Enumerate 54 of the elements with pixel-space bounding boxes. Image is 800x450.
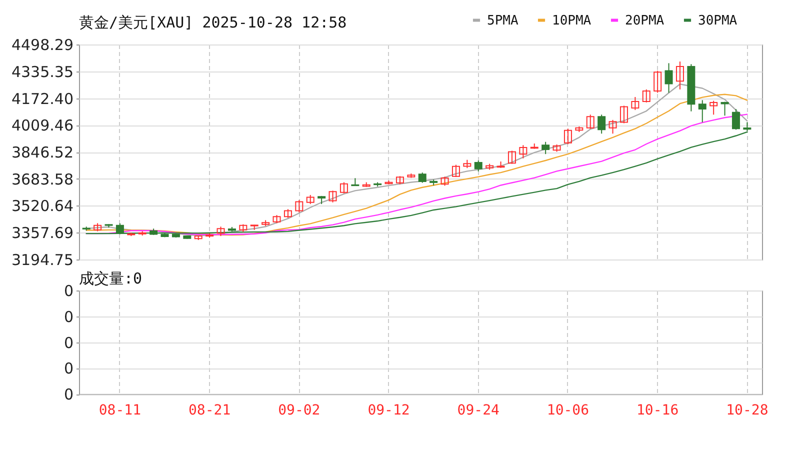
candlestick — [519, 144, 528, 159]
candlestick — [620, 105, 628, 124]
candlestick — [720, 101, 729, 116]
candlestick — [328, 190, 337, 203]
y-tick-label: 3357.69 — [11, 224, 74, 242]
candlestick — [474, 160, 482, 172]
x-tick-label: 09-12 — [368, 402, 410, 418]
candlestick — [418, 172, 426, 184]
candlestick — [586, 114, 594, 130]
x-tick-label: 10-06 — [546, 402, 590, 418]
y-tick-label: 0 — [64, 386, 74, 404]
candlestick — [698, 100, 706, 123]
candlestick — [732, 108, 740, 130]
candlestick — [306, 194, 314, 205]
candlestick — [654, 70, 662, 94]
y-tick-label: 0 — [64, 360, 74, 378]
y-tick-label: 3683.58 — [11, 170, 74, 188]
y-tick-label: 3194.75 — [11, 251, 74, 269]
y-tick-label: 3846.52 — [11, 144, 74, 162]
candlestick — [564, 128, 572, 145]
y-tick-label: 0 — [64, 308, 74, 326]
y-tick-label: 4009.46 — [11, 116, 74, 135]
x-tick-label: 08-11 — [98, 402, 142, 418]
candlestick — [216, 226, 225, 237]
y-tick-label: 3520.64 — [11, 197, 74, 216]
y-tick-label: 4172.40 — [11, 90, 74, 108]
y-tick-label: 0 — [64, 334, 74, 352]
y-tick-label: 4498.29 — [11, 36, 74, 54]
y-tick-label: 0 — [64, 282, 74, 300]
candlestick — [608, 119, 617, 134]
candlestick — [440, 176, 449, 186]
x-tick-label: 10-16 — [636, 402, 679, 418]
candlestick — [642, 88, 650, 103]
x-tick-label: 09-24 — [457, 402, 500, 418]
candlestick — [542, 141, 550, 155]
candlestick — [340, 182, 348, 194]
x-tick-label: 09-02 — [278, 402, 320, 418]
legend-label: 5PMA — [487, 13, 518, 28]
legend-label: 30PMA — [698, 13, 738, 28]
candlestick — [676, 61, 684, 90]
candlestick — [664, 62, 673, 94]
legend-label: 10PMA — [552, 13, 592, 28]
candlestick — [295, 200, 304, 213]
candlestick — [452, 164, 460, 178]
y-tick-label: 4335.35 — [11, 62, 74, 81]
x-tick-label: 08-21 — [188, 402, 231, 418]
chart-title: 成交量:0 — [79, 270, 142, 288]
legend-label: 20PMA — [625, 13, 664, 28]
chart-title: 黄金/美元[XAU] 2025-10-28 12:58 — [79, 14, 347, 32]
candlestick — [598, 114, 606, 134]
candlestick — [631, 96, 640, 111]
candlestick — [710, 100, 718, 116]
x-tick-label: 10-28 — [726, 402, 768, 418]
candlestick — [508, 150, 516, 164]
